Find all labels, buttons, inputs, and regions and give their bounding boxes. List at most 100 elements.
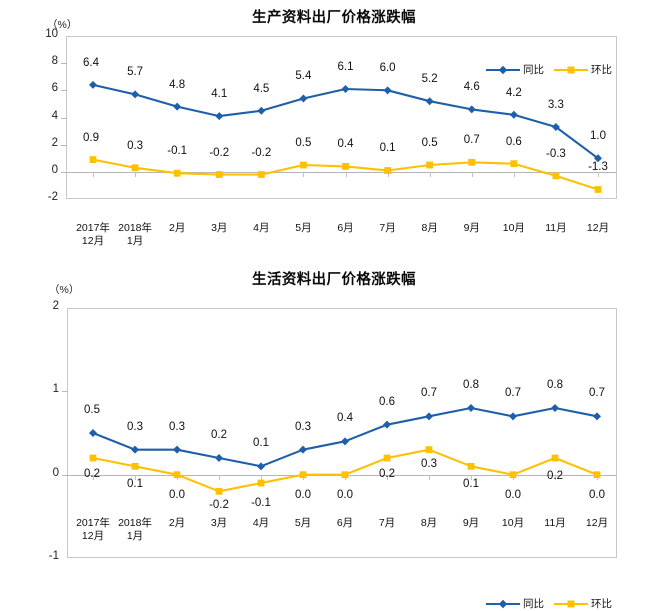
data-point-marker — [383, 454, 391, 462]
x-axis-category-label: 5月 — [295, 222, 312, 234]
data-point-marker — [299, 94, 308, 103]
diamond-marker-icon — [498, 65, 508, 74]
data-label-yoy: 6.1 — [337, 60, 354, 73]
data-point-marker — [594, 154, 602, 163]
data-point-marker — [384, 167, 391, 174]
data-point-marker — [257, 479, 265, 487]
x-axis-category-label: 2018年 1月 — [118, 222, 152, 247]
data-point-marker — [551, 454, 559, 462]
x-axis-category-label: 3月 — [210, 517, 228, 529]
legend-item-mom[interactable]: 环比 — [554, 62, 612, 77]
data-label-yoy: 0.8 — [463, 379, 479, 391]
x-axis-category-label: 4月 — [252, 517, 270, 529]
data-point-marker — [299, 471, 307, 479]
x-axis-category-label: 12月 — [586, 222, 610, 234]
x-axis-category-label: 7月 — [378, 517, 396, 529]
x-axis-category-label: 2月 — [168, 222, 186, 234]
y-axis-tick-label: 2 — [51, 136, 58, 149]
y-axis-tick-label: 1 — [52, 383, 59, 396]
legend-label: 环比 — [591, 598, 612, 610]
x-axis-category-label: 4月 — [253, 222, 270, 234]
x-axis-category-label: 9月 — [463, 222, 480, 234]
y-axis-tick-label: -2 — [47, 191, 58, 203]
data-label-yoy: 0.8 — [547, 379, 563, 391]
data-label-mom: 0.0 — [589, 488, 605, 501]
x-axis-tick-mark — [555, 474, 556, 480]
legend-item-mom[interactable]: 环比 — [554, 596, 612, 611]
data-point-marker — [131, 164, 139, 172]
data-point-marker — [89, 80, 97, 89]
data-point-marker — [467, 105, 476, 114]
data-point-marker — [467, 462, 475, 470]
data-point-marker — [173, 169, 181, 177]
data-point-marker — [551, 404, 559, 412]
x-axis-tick-mark — [471, 171, 473, 177]
x-axis-category-label: 3月 — [211, 222, 228, 234]
data-label-yoy: 1.0 — [590, 130, 606, 143]
x-axis-category-label: 6月 — [337, 222, 354, 234]
data-label-mom: 0.2 — [379, 468, 395, 480]
x-axis-tick-mark — [429, 171, 431, 177]
y-axis-tick-mark — [61, 90, 67, 92]
data-label-mom: -0.1 — [167, 145, 188, 158]
data-label-yoy: 0.3 — [169, 420, 185, 433]
data-label-yoy: 0.5 — [84, 404, 100, 416]
data-point-marker — [425, 97, 434, 106]
data-point-marker — [89, 454, 97, 462]
data-label-yoy: 4.2 — [505, 86, 522, 99]
data-label-mom: 0.1 — [127, 478, 143, 491]
legend-label: 环比 — [591, 64, 612, 76]
data-point-marker — [257, 462, 265, 471]
x-axis-category-label: 12月 — [585, 517, 609, 529]
y-axis-tick-label: 8 — [51, 55, 58, 68]
legend-item-yoy[interactable]: 同比 — [486, 596, 544, 611]
legend-line-swatch — [554, 600, 588, 607]
data-label-yoy: 0.6 — [379, 395, 395, 408]
data-point-marker — [425, 412, 433, 421]
y-axis-tick-label: 10 — [45, 28, 58, 40]
data-point-marker — [300, 161, 307, 169]
y-axis-tick-mark — [61, 144, 67, 146]
data-label-mom: 0.2 — [547, 470, 563, 482]
data-label-mom: 0.0 — [337, 488, 353, 501]
data-label-mom: 0.5 — [421, 137, 438, 150]
chart-legend: 同比 环比 — [486, 596, 612, 611]
data-label-yoy: 4.6 — [463, 81, 480, 94]
chart-legend: 同比 环比 — [486, 62, 612, 77]
y-axis-tick-label: 0 — [52, 466, 59, 479]
x-axis-category-label: 8月 — [421, 222, 438, 234]
data-point-marker — [131, 445, 139, 454]
x-axis-tick-mark — [261, 474, 262, 480]
data-point-marker — [173, 445, 181, 454]
data-point-marker — [509, 412, 517, 421]
x-axis-tick-mark — [429, 474, 430, 480]
data-point-marker — [594, 186, 602, 193]
y-axis-tick-label: 0 — [51, 163, 58, 176]
data-label-yoy: 0.3 — [295, 420, 311, 433]
y-axis-unit: （%） — [49, 284, 80, 296]
x-axis-category-label: 11月 — [545, 222, 567, 234]
x-axis-category-label: 2017年 12月 — [76, 517, 110, 542]
x-axis-tick-mark — [345, 171, 347, 177]
data-label-mom: -0.3 — [545, 147, 566, 160]
y-axis-tick-mark — [62, 474, 68, 476]
legend-item-yoy[interactable]: 同比 — [486, 62, 544, 77]
data-point-marker — [341, 84, 350, 93]
data-label-mom: -1.3 — [588, 161, 608, 174]
data-label-mom: 0.5 — [295, 137, 312, 150]
data-point-marker — [131, 90, 140, 99]
data-label-yoy: 0.7 — [589, 387, 605, 400]
data-point-marker — [383, 420, 391, 429]
page-title: 生活资料出厂价格涨跌幅 — [252, 272, 416, 288]
data-point-marker — [509, 471, 517, 479]
data-point-marker — [593, 471, 601, 479]
data-label-mom: 0.0 — [295, 488, 311, 501]
data-point-marker — [89, 156, 97, 164]
data-point-marker — [426, 161, 434, 169]
data-label-yoy: 5.4 — [295, 70, 312, 83]
data-label-yoy: 5.7 — [127, 66, 144, 79]
y-axis-tick-label: 2 — [52, 300, 59, 312]
data-point-marker — [509, 110, 518, 119]
x-axis-category-label: 10月 — [502, 222, 525, 234]
page-title: 生产资料出厂价格涨跌幅 — [252, 10, 416, 26]
